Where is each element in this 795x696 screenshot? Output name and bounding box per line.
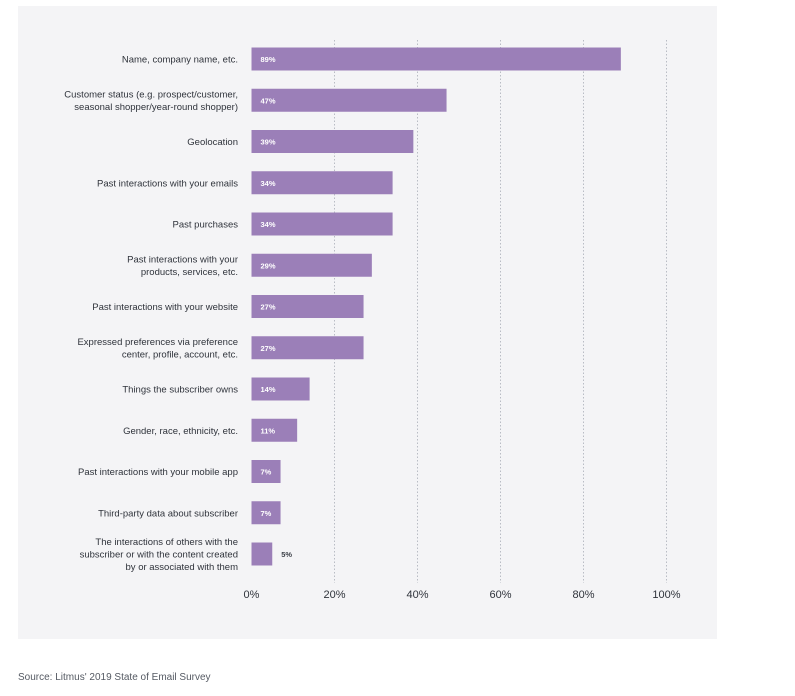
x-tick-label: 60%: [489, 589, 511, 601]
x-tick-label: 20%: [323, 589, 345, 601]
category-label: Things the subscriber owns: [122, 385, 238, 396]
grid-lines: [334, 40, 667, 583]
bar: [251, 418, 298, 442]
bar: [251, 130, 414, 153]
category-label: Past purchases: [173, 220, 239, 231]
bar-value-label: 34%: [261, 179, 276, 188]
x-tick-label: 40%: [406, 589, 428, 601]
bars-group: [251, 47, 621, 566]
category-label: Customer status (e.g. prospect/customer,…: [64, 90, 238, 114]
bar: [251, 501, 281, 525]
x-tick-label: 100%: [652, 589, 680, 601]
x-tick-label: 0%: [244, 589, 260, 601]
category-labels-group: Name, company name, etc. Customer status …: [64, 55, 238, 574]
category-label: Past interactions with your website: [92, 302, 238, 313]
source-note: Source: Litmus' 2019 State of Email Surv…: [18, 672, 211, 683]
bar: [251, 295, 364, 318]
category-label: Expressed preferences via preference cent…: [77, 337, 238, 361]
bar: [251, 47, 621, 71]
category-label: The interactions of others with the subsc…: [80, 537, 238, 573]
category-label: Past interactions with your products, ser…: [127, 255, 238, 279]
category-label: Name, company name, etc.: [122, 55, 238, 66]
x-tick-labels-group: 0% 20% 40% 60% 80% 100%: [244, 589, 681, 601]
bar-value-label: 34%: [261, 220, 276, 229]
value-labels-group: 89% 47% 39% 34% 34% 29% 27% 27% 14% 11% 7% 7% 5%: [261, 55, 293, 559]
bar: [251, 212, 393, 236]
bar: [251, 88, 447, 112]
bar-value-label: 11%: [261, 426, 276, 435]
bar: [251, 377, 310, 401]
bar-value-label: 89%: [261, 55, 276, 64]
bar: [251, 460, 281, 483]
category-label: Past interactions with your mobile app: [78, 467, 238, 478]
category-label: Past interactions with your emails: [97, 178, 238, 189]
bar-value-label: 29%: [261, 261, 276, 270]
bar-value-label: 39%: [261, 138, 276, 147]
category-label: Geolocation: [187, 137, 238, 148]
bar-value-label: 7%: [261, 468, 272, 477]
bar-value-label: 47%: [261, 96, 276, 105]
category-label: Third-party data about subscriber: [98, 508, 238, 519]
bar: [251, 542, 273, 566]
bar: [251, 253, 372, 277]
bar-value-label: 27%: [261, 344, 276, 353]
category-label: Gender, race, ethnicity, etc.: [123, 426, 238, 437]
x-tick-label: 80%: [572, 589, 594, 601]
bar: [251, 171, 393, 195]
bar: [251, 336, 364, 360]
bar-value-label: 5%: [281, 550, 292, 559]
bar-value-label: 14%: [261, 385, 276, 394]
bar-value-label: 7%: [261, 509, 272, 518]
bar-value-label: 27%: [261, 303, 276, 312]
